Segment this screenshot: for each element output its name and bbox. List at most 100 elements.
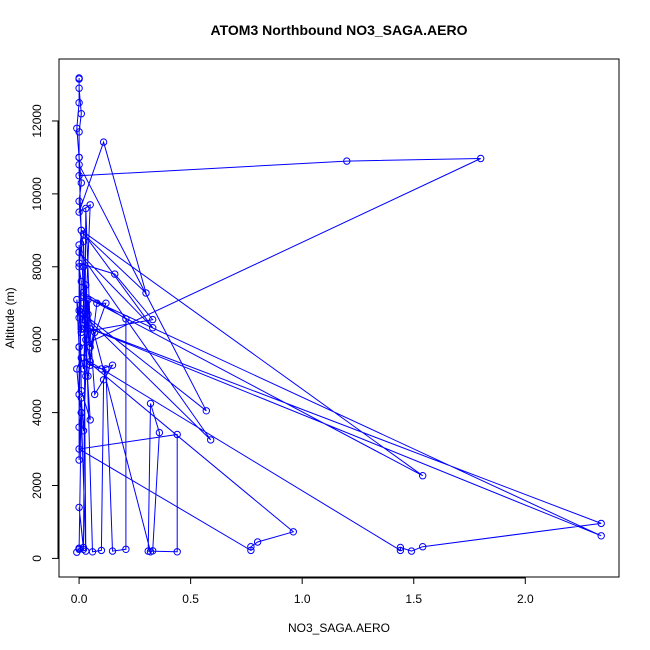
y-tick-label: 12000 <box>30 104 44 138</box>
data-point <box>82 281 90 289</box>
data-point <box>73 124 81 133</box>
data-point <box>202 407 211 415</box>
y-axis: 0 2000 4000 6000 8000 10000 12000 <box>30 104 59 562</box>
data-point <box>343 157 351 165</box>
data-point <box>155 428 164 437</box>
data-point <box>77 408 86 417</box>
data-point <box>146 548 155 556</box>
chart-title: ATOM3 Northbound NO3_SAGA.AERO <box>211 22 468 38</box>
data-point <box>79 237 88 246</box>
data-point <box>77 394 86 402</box>
y-axis-label: Altitude (m) <box>3 287 17 348</box>
data-point <box>289 528 297 536</box>
data-point <box>75 161 83 169</box>
data-point <box>73 295 81 304</box>
data-point <box>102 299 110 307</box>
data-point <box>396 543 405 552</box>
y-tick-label: 4000 <box>30 399 44 426</box>
data-point <box>79 354 88 362</box>
data-point <box>419 472 427 480</box>
data-point <box>75 259 83 267</box>
data-point <box>77 321 86 329</box>
data-point <box>75 208 83 216</box>
data-point <box>75 544 83 552</box>
data-point <box>97 365 106 373</box>
data-point <box>75 423 83 431</box>
data-point <box>77 328 86 337</box>
data-point <box>75 248 83 256</box>
data-point <box>111 270 119 278</box>
data-point <box>77 387 86 395</box>
series-layer <box>73 74 605 556</box>
data-point <box>75 241 83 249</box>
data-point <box>142 289 150 297</box>
x-tick-label: 1.5 <box>405 592 422 606</box>
data-point <box>82 204 90 213</box>
data-point <box>597 532 605 540</box>
y-tick-label: 8000 <box>30 253 44 280</box>
data-point <box>146 399 155 408</box>
data-point <box>73 548 81 556</box>
x-axis: 0.0 0.5 1.0 1.5 2.0 <box>71 577 534 606</box>
data-point <box>173 548 181 556</box>
data-point <box>122 315 130 323</box>
data-point <box>84 295 92 304</box>
data-point <box>75 74 83 82</box>
data-point <box>77 354 86 362</box>
data-point <box>82 547 90 555</box>
data-point <box>84 310 92 318</box>
data-point <box>86 201 94 209</box>
data-point <box>99 138 108 146</box>
data-point <box>75 314 83 322</box>
y-tick-label: 2000 <box>30 472 44 499</box>
data-point <box>77 277 86 286</box>
data-point <box>91 328 99 337</box>
data-point <box>419 543 427 551</box>
data-point <box>93 299 101 307</box>
data-point <box>86 343 94 351</box>
data-point <box>91 390 99 399</box>
data-point <box>597 519 605 528</box>
data-point <box>253 538 262 546</box>
data-point <box>77 110 86 118</box>
data-point <box>79 230 88 238</box>
data-point <box>75 128 83 136</box>
data-point <box>396 546 405 555</box>
plot-frame <box>58 58 620 578</box>
x-tick-label: 0.0 <box>71 592 88 606</box>
data-point <box>79 292 88 300</box>
data-point <box>75 84 83 92</box>
data-point <box>86 361 94 369</box>
data-point <box>73 365 81 373</box>
data-point <box>75 390 83 399</box>
x-tick-label: 1.0 <box>294 592 311 606</box>
data-point <box>77 325 86 333</box>
y-tick-label: 0 <box>30 555 44 562</box>
data-point <box>108 547 117 555</box>
data-point <box>75 306 83 315</box>
data-point <box>247 546 255 555</box>
data-point <box>86 357 94 366</box>
data-point <box>102 365 110 373</box>
data-point <box>79 543 88 552</box>
data-point <box>84 372 92 380</box>
data-point <box>477 154 485 163</box>
data-point <box>79 263 88 271</box>
data-point <box>407 547 416 555</box>
data-point <box>75 503 83 512</box>
data-point <box>79 288 88 296</box>
data-point <box>77 226 86 235</box>
data-point <box>122 545 130 553</box>
x-tick-label: 0.5 <box>182 592 199 606</box>
data-point <box>79 299 88 307</box>
data-point <box>97 546 106 555</box>
x-tick-label: 2.0 <box>517 592 534 606</box>
data-point <box>247 543 255 551</box>
data-point <box>99 376 108 384</box>
data-point <box>75 153 83 162</box>
data-point <box>75 445 83 453</box>
data-point <box>82 372 90 380</box>
data-point <box>77 179 86 187</box>
data-point <box>86 416 94 424</box>
